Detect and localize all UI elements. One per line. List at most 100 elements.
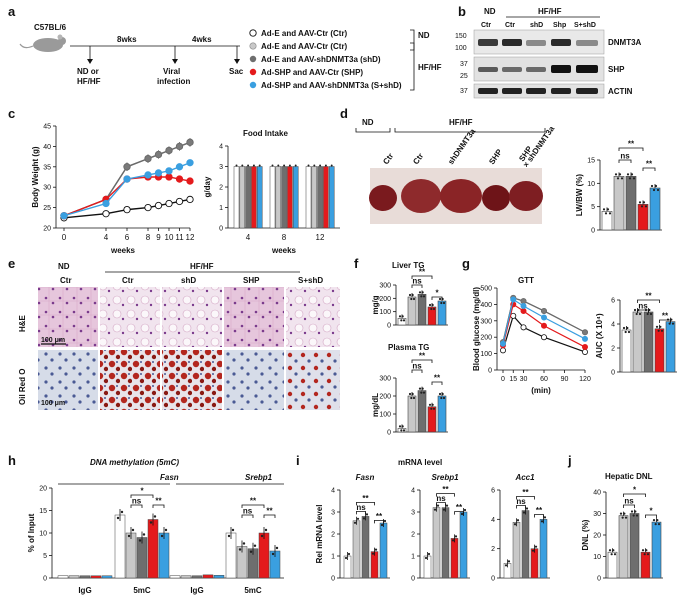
mrna-gene-0: Fasn [356, 473, 375, 482]
mrna-0-2-sig: ns [356, 503, 366, 512]
gtt-point [541, 314, 548, 321]
bw-point [175, 163, 184, 171]
lwbw-point [632, 177, 636, 180]
auc-y-tick-label: 0 [611, 370, 615, 377]
bw-point [175, 175, 184, 183]
mouse-strain: C57BL/6 [34, 23, 67, 32]
ptg-point [408, 392, 412, 396]
dnl-point [657, 523, 661, 526]
ltg-2-bracket [411, 284, 423, 288]
ptg-point [421, 387, 424, 390]
ptg-point [402, 429, 406, 432]
meth-point [142, 533, 146, 536]
auc-3-sig: ** [662, 312, 669, 321]
meth-bar [158, 532, 170, 579]
meth-a3-sig: ** [155, 497, 162, 506]
ltg-point [400, 319, 403, 322]
mrna-point [436, 504, 440, 507]
ltg-point [418, 291, 422, 294]
dnl-3-sig: * [649, 507, 653, 516]
auc-point [622, 326, 626, 330]
blot-marker-1: 150 [455, 33, 467, 40]
lwbw-3-bracket [642, 167, 656, 171]
dnl-point [610, 553, 613, 556]
mrna-point [516, 519, 520, 522]
meth-x-label: 5mC [133, 586, 151, 595]
fi-point [313, 164, 316, 167]
scale-bar-he: 100 μm [41, 337, 65, 344]
legend-group-nd: ND [418, 31, 430, 40]
meth-point [264, 528, 268, 532]
lwbw-point [638, 201, 642, 204]
bw-y-tick-label: 20 [43, 226, 51, 233]
dnl-y-label: DNL (%) [581, 519, 590, 550]
ptg-y-label: mg/dL [371, 393, 380, 417]
liver-lane-1: Ctr [381, 152, 395, 167]
ptg-point [422, 391, 426, 394]
mrna-point [383, 519, 387, 523]
timeline-weeks-1: 8wks [117, 35, 137, 44]
bw-point [154, 201, 163, 210]
mrna-0-y-tick-label: 1 [331, 554, 335, 561]
histo-col-3: shD [181, 276, 196, 285]
panel-label-f: f [354, 256, 359, 271]
food-intake-title: Food Intake [243, 129, 288, 138]
lwbw-point [652, 188, 656, 192]
mrna-0-y-tick-label: 4 [331, 488, 335, 495]
auc-y-tick-label: 2 [611, 346, 615, 353]
liver-group-hf: HF/HF [449, 118, 473, 127]
ltg-point [398, 315, 402, 318]
meth-point [249, 550, 253, 553]
mrna-1-3-sig: ** [456, 503, 463, 512]
ltg-y-tick-label: 0 [387, 323, 391, 330]
dnl-1-sig: * [633, 486, 637, 495]
bw-y-tick-label: 25 [43, 205, 51, 212]
auc-point [635, 312, 638, 316]
ptg-y-tick-label: 300 [379, 376, 391, 383]
lwbw-point [604, 212, 608, 215]
ptg-point [420, 391, 423, 394]
legend-bracket-nd [410, 29, 415, 51]
mrna-point [540, 520, 544, 523]
lwbw-bar [625, 176, 637, 231]
fi-x-tick-label: 12 [316, 233, 325, 242]
plasma-tg-title: Plasma TG [388, 343, 429, 352]
meth-y-tick-label: 0 [43, 576, 47, 583]
ltg-point [421, 291, 424, 294]
fi-y-tick-label: 3 [219, 164, 223, 171]
lwbw-y-tick-label: 5 [591, 204, 595, 211]
mrna-point [442, 508, 446, 511]
lwbw-point [656, 188, 660, 192]
bw-point [165, 173, 173, 181]
bw-x-label: weeks [110, 246, 136, 255]
bw-x-tick-label: 4 [104, 233, 109, 242]
histo-oro-shd [162, 350, 222, 410]
lwbw-point [654, 184, 658, 188]
dnl-point [654, 523, 657, 526]
auc-2-sig: ns [638, 302, 648, 311]
lwbw-point [640, 205, 644, 208]
bw-point [144, 203, 152, 212]
ptg-point [412, 396, 416, 400]
bw-point [186, 159, 194, 167]
ltg-bar [407, 296, 417, 326]
ptg-1-bracket [411, 359, 433, 363]
meth-y-tick-label: 10 [39, 531, 47, 538]
dnl-bar [629, 513, 640, 579]
histo-group-hf: HF/HF [190, 262, 214, 271]
panel-label-g: g [462, 256, 470, 271]
ltg-point [432, 307, 436, 311]
ptg-point [438, 392, 442, 396]
gtt-y-tick-label: 300 [480, 318, 492, 325]
lwbw-y-label: LW/BW (%) [575, 174, 584, 217]
mrna-bar [459, 511, 468, 579]
meth-b2-sig: ns [243, 507, 253, 516]
gtt-y-tick-label: 100 [480, 351, 492, 358]
lwbw-point [626, 173, 630, 176]
fi-point [271, 164, 274, 167]
meth-bar [225, 532, 237, 579]
mrna-point [534, 545, 538, 548]
mrna-point [525, 507, 529, 510]
gtt-point [582, 329, 589, 336]
dnl-bar [640, 551, 651, 579]
